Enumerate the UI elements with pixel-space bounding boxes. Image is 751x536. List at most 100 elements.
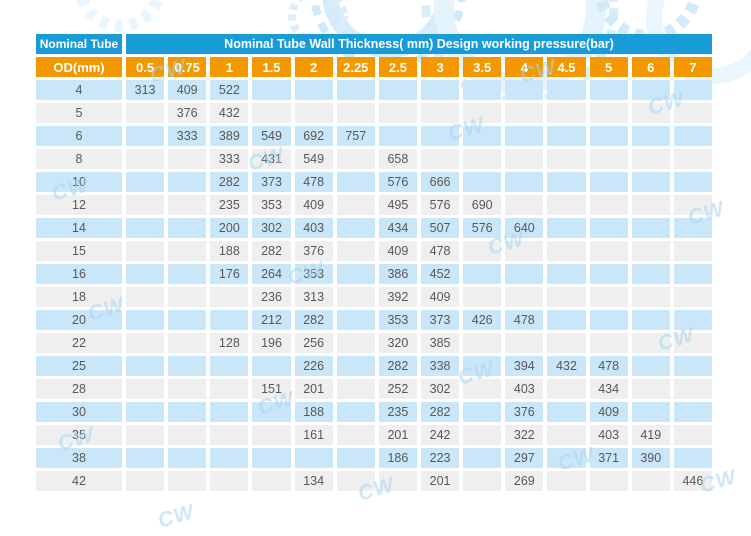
pressure-cell	[547, 103, 586, 123]
pressure-cell	[294, 103, 333, 123]
pressure-cell	[168, 149, 207, 169]
pressure-cell	[126, 103, 165, 123]
pressure-cell	[505, 333, 544, 353]
pressure-cell: 223	[420, 448, 460, 468]
pressure-cell: 252	[378, 379, 417, 399]
pressure-cell	[168, 402, 207, 422]
pressure-cell: 212	[252, 310, 291, 330]
pressure-cell	[378, 80, 417, 100]
pressure-cell	[631, 103, 670, 123]
pressure-cell: 264	[252, 264, 291, 284]
pressure-cell	[168, 287, 207, 307]
pressure-cell: 409	[168, 80, 207, 100]
pressure-cell: 282	[420, 402, 460, 422]
od-cell: 12	[36, 195, 122, 215]
pressure-cell	[547, 264, 586, 284]
pressure-cell	[673, 103, 712, 123]
pressure-cell: 403	[294, 218, 333, 238]
table-row: 42 134 201 269 446	[36, 471, 712, 491]
pressure-cell	[126, 471, 165, 491]
pressure-cell: 313	[294, 287, 333, 307]
pressure-cell	[378, 126, 417, 146]
pressure-cell: 302	[252, 218, 291, 238]
thickness-header-cell: 4.5	[547, 57, 586, 77]
od-header: OD(mm)	[36, 57, 122, 77]
pressure-cell	[168, 218, 207, 238]
table-row: 38 186 223 297 371 390	[36, 448, 712, 468]
pressure-cell	[631, 402, 670, 422]
table-row: 5 376 432	[36, 103, 712, 123]
pressure-cell: 196	[252, 333, 291, 353]
pressure-cell: 478	[294, 172, 333, 192]
pressure-cell	[505, 287, 544, 307]
pressure-cell	[336, 241, 375, 261]
pressure-cell: 658	[378, 149, 417, 169]
pressure-cell	[547, 425, 586, 445]
pressure-cell	[673, 310, 712, 330]
pressure-cell	[336, 356, 375, 376]
thickness-header-cell: 7	[673, 57, 712, 77]
pressure-cell: 640	[505, 218, 544, 238]
pressure-cell	[126, 379, 165, 399]
pressure-cell	[126, 448, 165, 468]
pressure-cell	[631, 264, 670, 284]
pressure-cell	[294, 448, 333, 468]
pressure-cell	[505, 126, 544, 146]
pressure-cell	[463, 425, 502, 445]
pressure-cell	[505, 264, 544, 284]
pressure-cell	[210, 402, 249, 422]
pressure-cell: 392	[378, 287, 417, 307]
pressure-cell	[168, 333, 207, 353]
pressure-cell	[673, 264, 712, 284]
pressure-cell	[126, 425, 165, 445]
pressure-cell	[463, 379, 502, 399]
table-row: 15 188 282 376 409 478	[36, 241, 712, 261]
pressure-cell: 353	[252, 195, 291, 215]
pressure-cell	[168, 425, 207, 445]
pressure-cell	[547, 149, 586, 169]
pressure-cell	[589, 264, 628, 284]
pressure-cell: 134	[294, 471, 333, 491]
pressure-cell	[463, 126, 502, 146]
pressure-cell	[252, 402, 291, 422]
pressure-cell	[589, 80, 628, 100]
thickness-header-cell: 4	[505, 57, 544, 77]
pressure-cell: 478	[589, 356, 628, 376]
pressure-cell: 201	[294, 379, 333, 399]
thickness-header-cell: 3.5	[463, 57, 502, 77]
od-cell: 4	[36, 80, 122, 100]
pressure-cell	[547, 402, 586, 422]
pressure-cell	[589, 149, 628, 169]
pressure-cell	[336, 195, 375, 215]
pressure-cell	[378, 471, 417, 491]
pressure-cell	[210, 310, 249, 330]
pressure-cell	[463, 402, 502, 422]
od-cell: 15	[36, 241, 122, 261]
pressure-cell: 373	[420, 310, 460, 330]
pressure-cell	[505, 149, 544, 169]
pressure-cell: 282	[210, 172, 249, 192]
pressure-cell	[336, 80, 375, 100]
pressure-cell: 576	[420, 195, 460, 215]
pressure-cell	[210, 356, 249, 376]
pressure-cell	[505, 80, 544, 100]
pressure-cell: 186	[378, 448, 417, 468]
od-cell: 28	[36, 379, 122, 399]
pressure-cell	[673, 402, 712, 422]
pressure-cell: 666	[420, 172, 460, 192]
pressure-cell: 188	[294, 402, 333, 422]
pressure-cell: 692	[294, 126, 333, 146]
pressure-cell: 431	[252, 149, 291, 169]
pressure-cell: 409	[589, 402, 628, 422]
title-header-row: Nominal Tube Nominal Tube Wall Thickness…	[36, 34, 712, 54]
pressure-cell	[673, 448, 712, 468]
pressure-cell: 297	[505, 448, 544, 468]
pressure-cell: 242	[420, 425, 460, 445]
pressure-cell: 188	[210, 241, 249, 261]
pressure-cell	[547, 333, 586, 353]
pressure-cell	[631, 149, 670, 169]
pressure-cell: 452	[420, 264, 460, 284]
pressure-cell	[463, 356, 502, 376]
pressure-cell: 236	[252, 287, 291, 307]
